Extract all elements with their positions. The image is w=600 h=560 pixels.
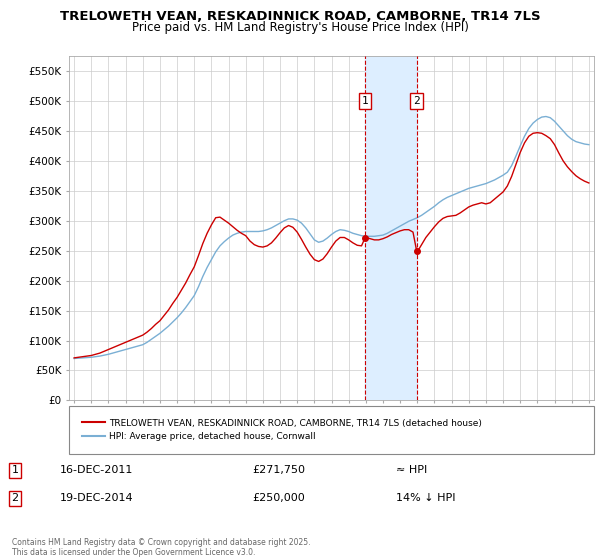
Text: £250,000: £250,000: [252, 493, 305, 503]
Text: ≈ HPI: ≈ HPI: [396, 465, 427, 475]
Text: 1: 1: [362, 96, 368, 106]
Legend: TRELOWETH VEAN, RESKADINNICK ROAD, CAMBORNE, TR14 7LS (detached house), HPI: Ave: TRELOWETH VEAN, RESKADINNICK ROAD, CAMBO…: [79, 415, 486, 445]
Text: £271,750: £271,750: [252, 465, 305, 475]
Text: 1: 1: [11, 465, 19, 475]
Text: 16-DEC-2011: 16-DEC-2011: [60, 465, 133, 475]
Text: 2: 2: [11, 493, 19, 503]
Text: Price paid vs. HM Land Registry's House Price Index (HPI): Price paid vs. HM Land Registry's House …: [131, 21, 469, 34]
Text: Contains HM Land Registry data © Crown copyright and database right 2025.
This d: Contains HM Land Registry data © Crown c…: [12, 538, 311, 557]
FancyBboxPatch shape: [69, 406, 594, 454]
Text: 14% ↓ HPI: 14% ↓ HPI: [396, 493, 455, 503]
Text: 19-DEC-2014: 19-DEC-2014: [60, 493, 134, 503]
Text: TRELOWETH VEAN, RESKADINNICK ROAD, CAMBORNE, TR14 7LS: TRELOWETH VEAN, RESKADINNICK ROAD, CAMBO…: [59, 10, 541, 22]
Text: 2: 2: [413, 96, 420, 106]
Bar: [365, 56, 416, 400]
